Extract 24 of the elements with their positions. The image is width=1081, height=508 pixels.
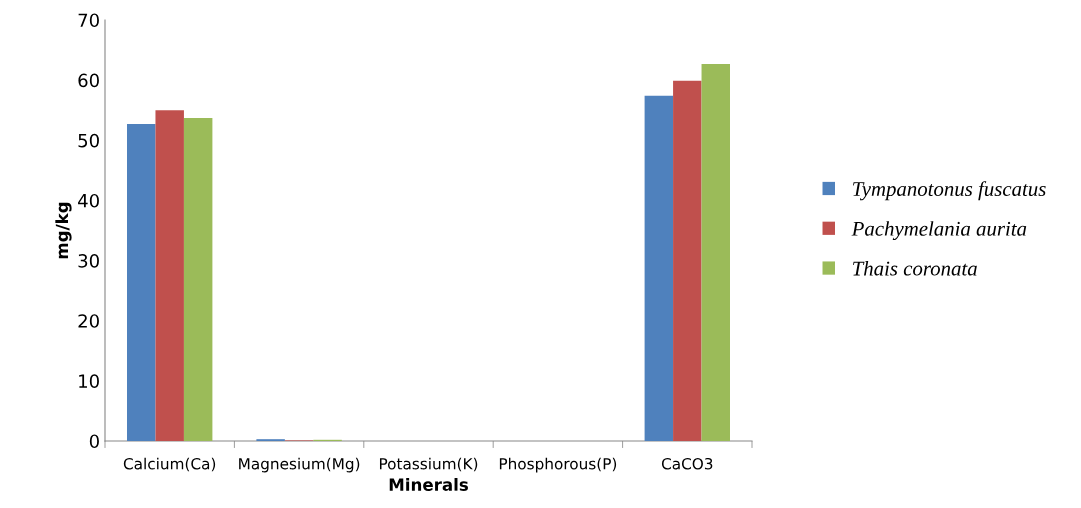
y-tick-label: 0 (89, 434, 99, 449)
x-tick-label: Magnesium(Mg) (239, 457, 360, 473)
bar (183, 118, 213, 441)
y-tick-label: 70 (78, 13, 99, 28)
y-tick-label: 30 (78, 254, 99, 268)
x-tick-label: Phosphorous(P) (499, 457, 617, 473)
x-axis-title: Minerals (389, 478, 468, 491)
x-tick-label: Potassium(K) (379, 457, 478, 472)
bar (155, 110, 184, 441)
y-tick-label: 20 (78, 314, 99, 328)
y-tick-label: 10 (79, 374, 99, 388)
y-tick-label: 50 (78, 133, 99, 148)
y-axis-title: mg/kg (55, 202, 72, 259)
x-tick-label: CaCO3 (661, 457, 713, 470)
bar (673, 80, 702, 441)
bar (644, 95, 674, 441)
x-tick-label: Calcium(Ca) (123, 457, 216, 472)
legend-label: Tympanotonus fuscatus (853, 181, 1046, 201)
bar (127, 124, 156, 441)
bar (701, 63, 730, 441)
y-tick-label: 60 (78, 73, 99, 88)
y-tick-label: 40 (78, 193, 99, 208)
legend-label: Pachymelania aurita (851, 221, 1027, 241)
legend-label: Thais coronata (853, 260, 977, 276)
